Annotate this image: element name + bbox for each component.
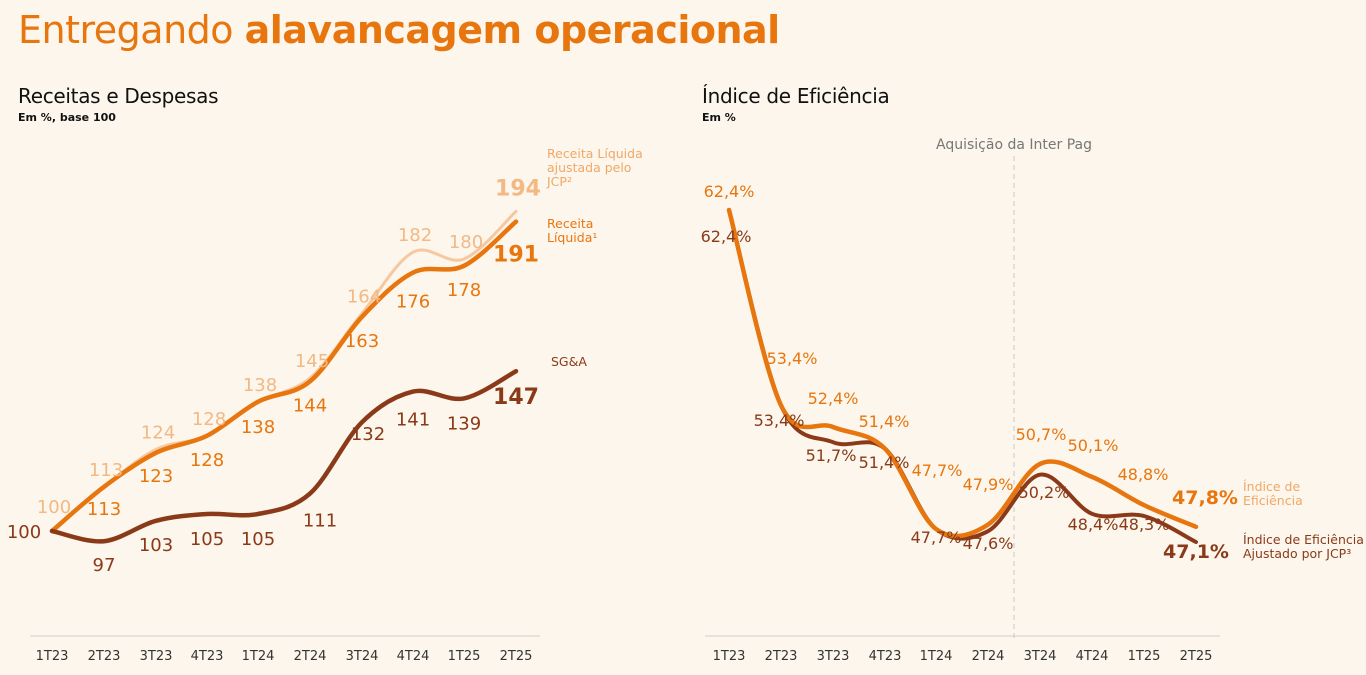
series-line-receita-liquida: [49, 219, 519, 534]
legend-receita-ajustada: Receita Líquida: [547, 146, 643, 161]
data-label-eficiencia-ajustado: 62,4%: [701, 227, 752, 246]
legend-eficiencia-ajustado: Índice de Eficiência: [1243, 532, 1364, 547]
legend-receita-liquida: Líquida¹: [547, 230, 597, 245]
legend-eficiencia: Índice de: [1243, 479, 1300, 494]
chart-title-receitas: Receitas e Despesas: [18, 84, 219, 108]
data-label-receita-ajustada: 128: [192, 409, 226, 430]
data-label-eficiencia-ajustado: 48,3%: [1119, 515, 1170, 534]
data-label-eficiencia-ajustado: 47,1%: [1163, 541, 1229, 563]
data-label-receita-liquida: 191: [493, 243, 539, 268]
x-tick-label: 2T23: [88, 649, 121, 664]
data-label-eficiencia: 47,7%: [912, 461, 963, 480]
x-tick-label: 2T24: [972, 649, 1005, 664]
data-label-receita-liquida: 178: [447, 280, 481, 301]
acquisition-annotation: Aquisição da Inter Pag: [936, 137, 1092, 153]
x-tick-label: 3T23: [140, 649, 173, 664]
x-tick-label: 1T23: [36, 649, 69, 664]
series-line-sga: [49, 368, 519, 544]
data-label-receita-liquida: 113: [87, 499, 121, 520]
x-tick-label: 3T23: [817, 649, 850, 664]
data-label-eficiencia: 53,4%: [767, 349, 818, 368]
data-label-eficiencia: 47,8%: [1172, 487, 1238, 509]
x-tick-label: 4T23: [869, 649, 902, 664]
data-label-receita-liquida: 123: [139, 466, 173, 487]
x-tick-label: 4T24: [1076, 649, 1109, 664]
data-label-eficiencia-ajustado: 47,7%: [911, 528, 962, 547]
data-label-eficiencia-ajustado: 51,7%: [806, 446, 857, 465]
page-title-bold: alavancagem operacional: [244, 8, 781, 52]
x-tick-label: 1T24: [920, 649, 953, 664]
legend-eficiencia-ajustado: Ajustado por JCP³: [1243, 546, 1351, 561]
data-label-eficiencia: 51,4%: [859, 412, 910, 431]
data-label-receita-ajustada: 100: [37, 497, 71, 518]
data-label-sga: 105: [241, 529, 275, 550]
legend-receita-ajustada: ajustada pelo: [547, 160, 631, 175]
series-line-receita-ajustada: [50, 209, 518, 533]
data-label-receita-ajustada: 182: [398, 225, 432, 246]
data-label-eficiencia: 47,9%: [963, 475, 1014, 494]
data-label-receita-liquida: 128: [190, 450, 224, 471]
data-label-receita-ajustada: 124: [141, 422, 175, 443]
data-label-receita-ajustada: 180: [449, 232, 483, 253]
x-tick-label: 2T24: [294, 649, 327, 664]
data-label-receita-ajustada: 113: [89, 460, 123, 481]
x-tick-label: 1T24: [242, 649, 275, 664]
page-title: Entregando alavancagem operacional: [18, 8, 780, 52]
data-label-eficiencia-ajustado: 50,2%: [1019, 483, 1070, 502]
data-label-eficiencia-ajustado: 53,4%: [754, 411, 805, 430]
data-label-sga: 147: [493, 385, 539, 410]
x-tick-label: 4T23: [191, 649, 224, 664]
legend-sga: SG&A: [551, 354, 587, 369]
data-label-eficiencia-ajustado: 51,4%: [859, 453, 910, 472]
data-label-eficiencia: 48,8%: [1118, 465, 1169, 484]
data-label-eficiencia: 62,4%: [704, 182, 755, 201]
x-tick-label: 2T25: [1180, 649, 1213, 664]
data-label-sga: 100: [7, 522, 41, 543]
chart-title-eficiencia: Índice de Eficiência: [702, 84, 890, 108]
x-tick-label: 3T24: [1024, 649, 1057, 664]
data-label-receita-ajustada: 138: [243, 375, 277, 396]
x-tick-label: 1T25: [448, 649, 481, 664]
x-tick-label: 1T23: [713, 649, 746, 664]
x-tick-label: 1T25: [1128, 649, 1161, 664]
data-label-receita-ajustada: 194: [495, 176, 541, 201]
data-label-sga: 111: [303, 511, 337, 532]
data-label-eficiencia: 52,4%: [808, 389, 859, 408]
data-label-receita-liquida: 144: [293, 395, 327, 416]
chart-subtitle-eficiencia: Em %: [702, 111, 736, 124]
data-label-receita-liquida: 138: [241, 417, 275, 438]
x-tick-label: 2T23: [765, 649, 798, 664]
data-label-eficiencia-ajustado: 47,6%: [963, 534, 1014, 553]
data-label-eficiencia-ajustado: 48,4%: [1068, 515, 1119, 534]
series-line-eficiencia: [726, 207, 1199, 539]
data-label-sga: 132: [351, 424, 385, 445]
x-tick-label: 3T24: [346, 649, 379, 664]
data-label-sga: 139: [447, 413, 481, 434]
x-tick-label: 2T25: [500, 649, 533, 664]
data-label-receita-liquida: 176: [396, 292, 430, 313]
data-label-eficiencia: 50,1%: [1068, 436, 1119, 455]
legend-receita-liquida: Receita: [547, 216, 593, 231]
chart-subtitle-receitas: Em %, base 100: [18, 111, 116, 124]
x-tick-label: 4T24: [397, 649, 430, 664]
data-label-sga: 97: [93, 555, 116, 576]
page-title-regular: Entregando: [18, 8, 245, 52]
data-label-receita-ajustada: 164: [347, 286, 381, 307]
data-label-receita-liquida: 163: [345, 331, 379, 352]
data-label-sga: 141: [396, 410, 430, 431]
data-label-eficiencia: 50,7%: [1016, 425, 1067, 444]
data-label-sga: 105: [190, 529, 224, 550]
legend-receita-ajustada: JCP²: [546, 174, 572, 189]
data-label-receita-ajustada: 145: [295, 351, 329, 372]
legend-eficiencia: Eficiência: [1243, 493, 1303, 508]
data-label-sga: 103: [139, 535, 173, 556]
